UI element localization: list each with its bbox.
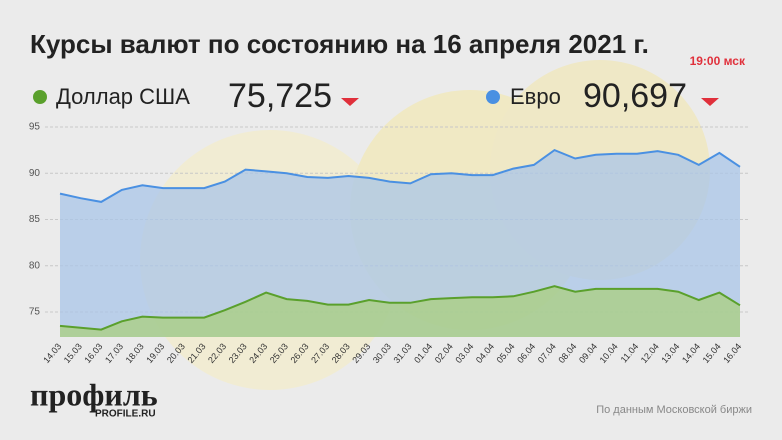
time-note: 19:00 мск <box>690 54 746 68</box>
x-tick-label: 03.04 <box>453 341 475 365</box>
x-tick-label: 16.03 <box>82 341 104 365</box>
x-tick-label: 17.03 <box>103 341 125 365</box>
trend-arrow <box>701 98 719 106</box>
x-tick-label: 14.03 <box>41 341 63 365</box>
x-tick-label: 11.04 <box>619 341 641 364</box>
x-tick-label: 10.04 <box>598 341 620 365</box>
x-tick-label: 30.03 <box>371 341 393 365</box>
x-tick-label: 15.04 <box>701 341 723 365</box>
y-tick-label: 95 <box>29 122 41 133</box>
x-tick-label: 09.04 <box>577 341 599 365</box>
x-tick-label: 02.04 <box>433 341 455 365</box>
x-tick-label: 01.04 <box>412 341 434 365</box>
x-tick-label: 08.04 <box>556 341 578 365</box>
x-tick-label: 13.04 <box>659 341 681 365</box>
legend-value: 90,697 <box>583 77 687 115</box>
x-tick-label: 12.04 <box>639 341 661 365</box>
line <box>59 285 741 331</box>
logo: профиль <box>30 376 158 412</box>
trend-arrow <box>341 98 359 106</box>
legend-marker <box>33 90 47 104</box>
x-tick-label: 18.03 <box>124 341 146 365</box>
x-tick-label: 07.04 <box>536 341 558 365</box>
x-tick-label: 16.04 <box>721 341 743 365</box>
source: По данным Московской биржи <box>596 404 752 416</box>
legend-label: Доллар США <box>56 84 190 109</box>
legend-value: 75,725 <box>228 77 332 115</box>
y-tick-label: 75 <box>29 307 41 318</box>
y-tick-label: 85 <box>29 214 41 225</box>
x-tick-label: 19.03 <box>144 341 166 365</box>
logo-site: PROFILE.RU <box>95 409 156 420</box>
area <box>60 286 740 337</box>
y-tick-label: 80 <box>29 260 41 271</box>
x-tick-label: 05.04 <box>495 341 517 365</box>
legend-marker <box>486 90 500 104</box>
x-tick-label: 04.04 <box>474 341 496 365</box>
x-tick-label: 14.04 <box>680 341 702 365</box>
chart-title: Курсы валют по состоянию на 16 апреля 20… <box>30 29 649 59</box>
x-tick-label: 15.03 <box>62 341 84 365</box>
legend-label: Евро <box>510 84 561 109</box>
x-tick-label: 31.03 <box>392 341 414 365</box>
line <box>59 148 741 203</box>
x-tick-label: 06.04 <box>515 341 537 365</box>
y-tick-label: 90 <box>29 168 41 179</box>
